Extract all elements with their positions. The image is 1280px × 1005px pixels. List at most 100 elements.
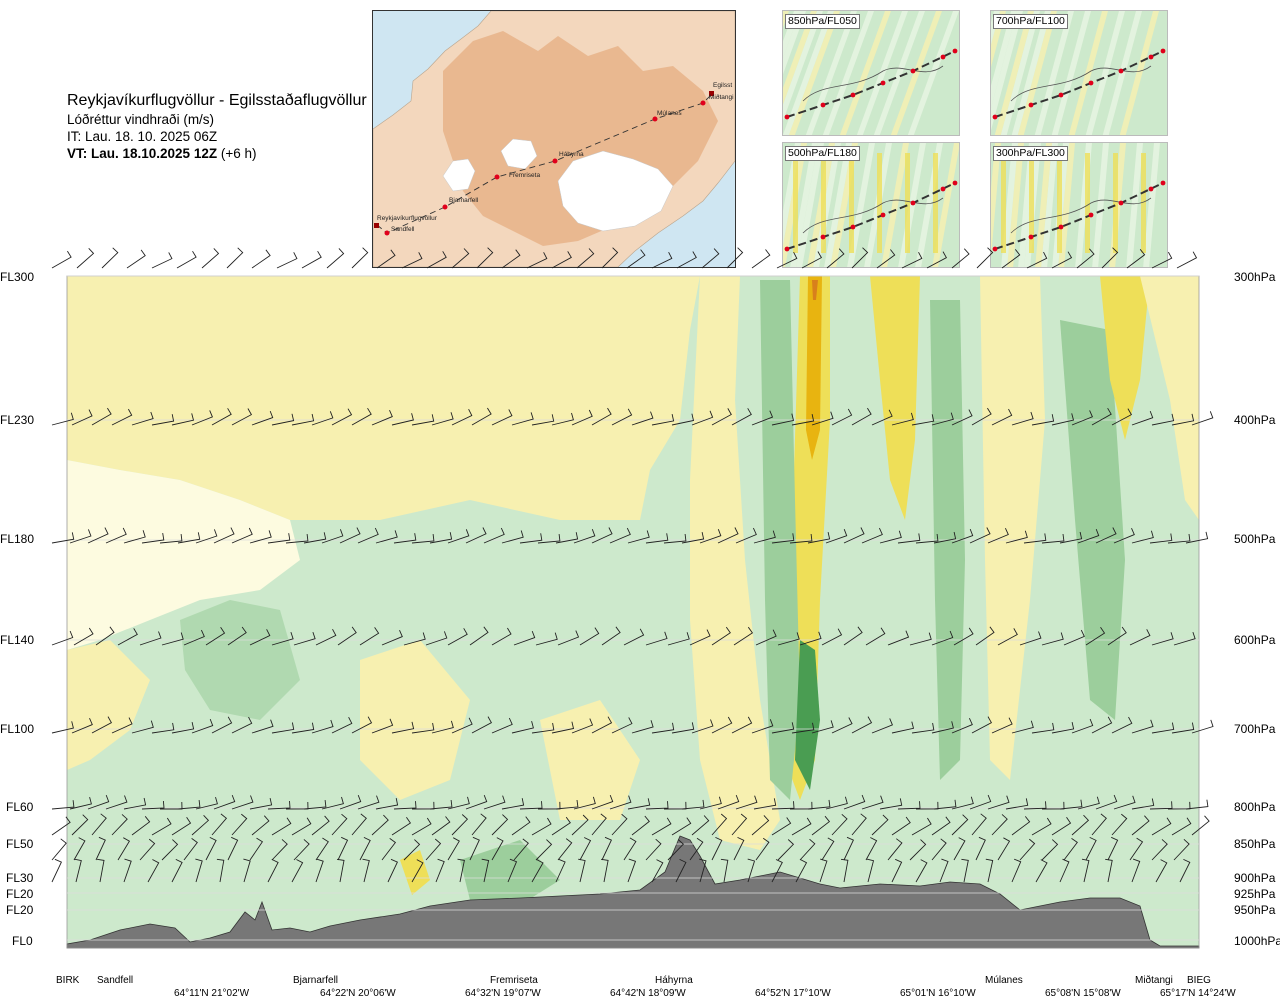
wind-barb xyxy=(1151,722,1175,734)
wind-barb xyxy=(51,250,72,269)
wind-barb xyxy=(1051,817,1072,836)
wind-barb xyxy=(111,408,133,426)
wind-barb xyxy=(117,837,131,861)
wind-barb xyxy=(231,716,253,734)
inset-waypoint xyxy=(940,54,946,60)
wind-barb xyxy=(276,252,298,269)
wind-barb xyxy=(126,249,146,269)
hpa-label-600: 600hPa xyxy=(1234,633,1276,647)
wind-barb xyxy=(733,836,745,861)
inset-300hpa[interactable]: 300hPa/FL300 xyxy=(990,142,1168,268)
wind-barb xyxy=(513,630,536,646)
wind-barb xyxy=(951,528,974,544)
wind-barb xyxy=(376,249,396,269)
wind-barb xyxy=(51,412,74,426)
wind-barb xyxy=(465,527,487,544)
wind-barb xyxy=(211,716,233,734)
wind-barb xyxy=(501,249,521,269)
wind-barb xyxy=(931,721,954,734)
wind-barb xyxy=(851,813,867,836)
wind-barb xyxy=(1179,858,1191,883)
wind-barb xyxy=(931,838,947,861)
wind-barb xyxy=(1051,413,1075,426)
wind-barb xyxy=(991,408,1013,426)
inset-700hpa[interactable]: 700hPa/FL100 xyxy=(990,10,1168,136)
wind-barb xyxy=(465,794,488,810)
xs-right-yellow-3 xyxy=(1140,276,1199,520)
wind-barb xyxy=(667,632,690,646)
inset-band xyxy=(1058,143,1075,267)
wind-barb xyxy=(291,413,315,426)
wind-barb xyxy=(331,408,353,426)
wind-barb xyxy=(1107,626,1127,646)
wind-barbs xyxy=(51,247,1214,883)
wind-barb xyxy=(971,407,992,426)
inset-strong-band xyxy=(1113,153,1118,253)
fl-label-30: FL30 xyxy=(6,871,34,885)
wind-barb xyxy=(791,414,815,426)
inset-waypoint xyxy=(850,224,856,230)
wind-barb xyxy=(131,411,154,426)
wind-barb xyxy=(371,814,389,836)
wind-barb xyxy=(147,859,160,883)
wind-barb xyxy=(939,858,949,883)
inset-band xyxy=(847,143,875,267)
wind-barb xyxy=(293,839,310,861)
inset-band xyxy=(1126,143,1143,267)
route-title: Reykjavíkurflugvöllur - Egilsstaðaflugvö… xyxy=(67,92,367,109)
inset-band xyxy=(805,11,857,135)
wind-barb xyxy=(1126,249,1146,269)
wind-barb xyxy=(1011,411,1034,426)
wind-barb xyxy=(74,858,82,883)
wind-barb xyxy=(821,628,843,646)
inset-500hpa[interactable]: 500hPa/FL180 xyxy=(782,142,960,268)
wind-barb xyxy=(1023,533,1047,544)
wind-barb xyxy=(551,412,574,426)
wind-barb xyxy=(1155,859,1168,883)
inset-band xyxy=(788,11,840,135)
wind-barb xyxy=(1026,251,1048,269)
wind-barb xyxy=(87,527,109,544)
wind-barb xyxy=(1173,838,1190,861)
wind-barb xyxy=(751,815,770,836)
inset-strong-band xyxy=(849,153,854,253)
wind-barb xyxy=(1149,533,1173,544)
wind-barb xyxy=(476,247,494,269)
wind-barb xyxy=(691,719,714,734)
wind-barb xyxy=(951,814,969,836)
wind-barb xyxy=(161,839,179,861)
wind-barb xyxy=(915,533,939,544)
wind-barb xyxy=(751,410,774,426)
inset-waypoint xyxy=(1148,186,1154,192)
fl-label-60: FL60 xyxy=(6,800,34,814)
wind-barb xyxy=(627,858,637,883)
inset-band xyxy=(1085,11,1125,135)
inset-band xyxy=(994,11,1034,135)
wind-barb xyxy=(811,411,834,426)
inset-strong-band xyxy=(905,153,910,253)
route-map[interactable]: Reykjavíkurflugvöllur Sandfell Bjarnarfe… xyxy=(372,10,736,268)
wind-barb xyxy=(771,413,795,426)
wind-barb xyxy=(1111,813,1128,836)
wind-barb xyxy=(711,813,728,836)
loc-bjarnarfell: Bjarnarfell xyxy=(293,975,339,986)
wind-barb xyxy=(411,722,435,734)
loc-sandfell: Sandfell xyxy=(97,975,134,986)
wind-barb xyxy=(201,248,220,269)
wind-barb xyxy=(1091,407,1112,426)
wind-barb xyxy=(726,247,744,269)
xs-mid-green xyxy=(180,600,300,720)
xs-right-yellow-1 xyxy=(690,276,780,850)
wind-barb xyxy=(511,816,531,836)
wind-barb xyxy=(1151,632,1174,646)
wind-barb xyxy=(1019,631,1042,646)
inset-waypoint xyxy=(1058,92,1064,98)
wind-barb xyxy=(531,817,552,836)
inset-850hpa[interactable]: 850hPa/FL050 xyxy=(782,10,960,136)
wind-barb xyxy=(171,722,195,734)
wind-barb xyxy=(375,798,399,810)
wind-barb xyxy=(429,532,453,544)
wind-barb xyxy=(771,801,795,810)
wind-barb xyxy=(579,627,600,646)
coord-1: 64°11'N 21°02'W xyxy=(174,988,250,999)
